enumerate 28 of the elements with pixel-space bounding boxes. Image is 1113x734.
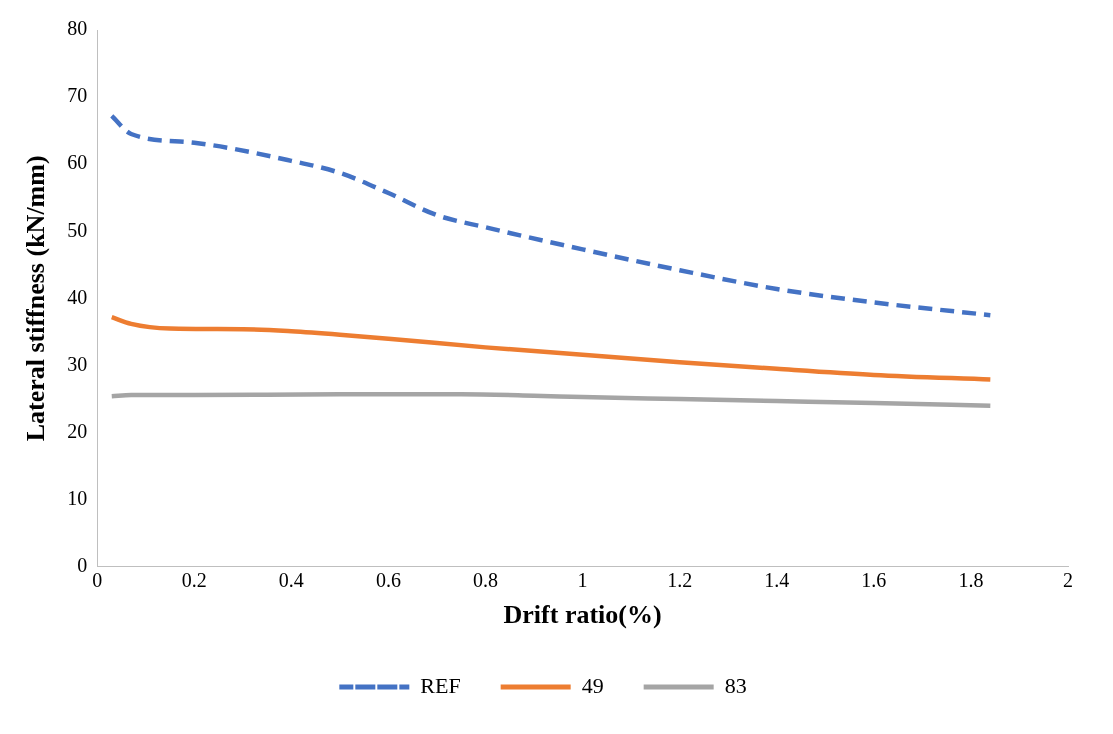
y-tick-label: 80 bbox=[67, 17, 88, 40]
y-tick-label: 10 bbox=[67, 486, 88, 509]
legend-label: 83 bbox=[724, 672, 747, 698]
x-tick-label: 0.8 bbox=[473, 569, 499, 592]
line-series bbox=[109, 314, 993, 382]
x-tick-label: 2 bbox=[1063, 569, 1073, 592]
x-tick-label: 1.8 bbox=[958, 569, 984, 592]
x-tick-label: 0 bbox=[92, 569, 103, 592]
x-tick-label: 0.4 bbox=[278, 569, 304, 592]
y-tick-label: 60 bbox=[67, 151, 88, 174]
y-tick-label: 0 bbox=[77, 554, 88, 577]
x-tick-label: 1.2 bbox=[667, 569, 693, 592]
legend-label: REF bbox=[420, 672, 461, 698]
y-tick-label: 40 bbox=[67, 285, 88, 308]
x-tick-label: 0.6 bbox=[375, 569, 401, 592]
x-tick-label: 1.4 bbox=[764, 569, 790, 592]
y-tick-label: 30 bbox=[67, 352, 88, 375]
y-tick-label: 20 bbox=[67, 419, 88, 442]
x-tick-label: 1.6 bbox=[861, 569, 887, 592]
x-axis-title: Drift ratio(%) bbox=[503, 600, 662, 630]
line-series bbox=[109, 113, 993, 318]
y-tick-label: 70 bbox=[67, 84, 88, 107]
y-tick-label: 50 bbox=[67, 218, 88, 241]
line-series bbox=[109, 392, 993, 409]
x-tick-label: 1 bbox=[577, 569, 588, 592]
legend-label: 49 bbox=[581, 672, 604, 698]
x-tick-label: 0.2 bbox=[181, 569, 207, 592]
y-axis-title: Lateral stiffness (kN/mm) bbox=[21, 155, 51, 442]
